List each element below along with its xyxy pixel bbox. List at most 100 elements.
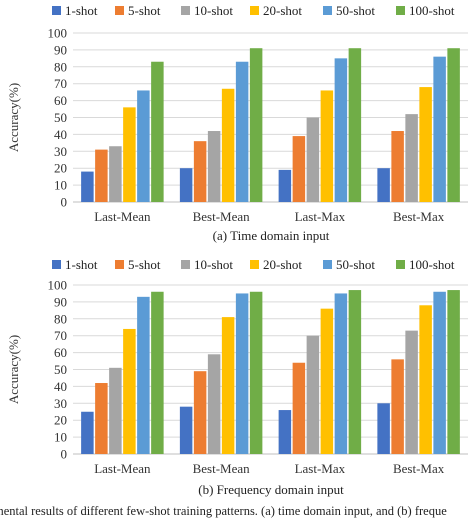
y-tick-label: 30 (54, 144, 67, 159)
bar-10-shot-last-mean (109, 146, 122, 202)
y-tick-label: 100 (48, 26, 68, 41)
bar-1-shot-last-mean (81, 171, 94, 202)
x-tick-label: Best-Mean (193, 209, 251, 224)
bar-50-shot-best-max (433, 56, 446, 202)
bar-20-shot-best-mean (221, 88, 235, 202)
x-tick-label: Best-Mean (193, 461, 251, 476)
bar-10-shot-last-max (306, 335, 320, 454)
y-tick-label: 40 (54, 127, 67, 142)
x-tick-label: Last-Max (295, 209, 346, 224)
legend-swatch (323, 6, 332, 15)
bar-5-shot-last-mean (95, 149, 108, 202)
bar-100-shot-best-mean (249, 291, 263, 454)
x-tick-label: Last-Max (295, 461, 346, 476)
bar-20-shot-best-max (419, 87, 432, 202)
legend-swatch (115, 6, 124, 15)
bar-10-shot-last-max (306, 117, 320, 202)
y-tick-label: 50 (54, 362, 67, 377)
bar-50-shot-last-mean (137, 90, 150, 202)
bar-10-shot-best-max (405, 114, 418, 202)
y-tick-label: 90 (54, 294, 67, 309)
legend-label: 100-shot (409, 3, 455, 18)
bar-50-shot-best-mean (235, 61, 249, 203)
legend-swatch (396, 260, 405, 269)
bar-5-shot-best-mean (193, 371, 207, 454)
legend-label: 1-shot (65, 3, 98, 18)
bar-50-shot-best-max (433, 291, 446, 454)
legend-label: 50-shot (336, 3, 375, 18)
bar-1-shot-last-max (278, 169, 292, 202)
legend-swatch (396, 6, 405, 15)
legend-swatch (115, 260, 124, 269)
bar-50-shot-last-mean (137, 296, 150, 454)
legend-label: 1-shot (65, 257, 98, 272)
bar-100-shot-last-max (348, 48, 362, 203)
x-tick-label: Best-Max (393, 209, 445, 224)
y-tick-label: 0 (61, 447, 68, 462)
bar-20-shot-last-max (320, 308, 334, 454)
bar-5-shot-best-max (391, 359, 404, 454)
legend-label: 100-shot (409, 257, 455, 272)
y-tick-label: 60 (54, 93, 67, 108)
panel-caption: (b) Frequency domain input (198, 482, 344, 497)
legend-label: 5-shot (128, 257, 161, 272)
bar-1-shot-last-max (278, 410, 292, 454)
bar-10-shot-best-mean (207, 354, 221, 454)
y-tick-label: 10 (54, 178, 67, 193)
legend-swatch (181, 260, 190, 269)
bar-20-shot-last-max (320, 90, 334, 202)
bar-1-shot-last-mean (81, 411, 94, 454)
legend-swatch (250, 6, 259, 15)
panel-caption: (a) Time domain input (213, 228, 330, 243)
bar-100-shot-last-max (348, 290, 362, 454)
legend-swatch (52, 6, 61, 15)
bar-100-shot-best-max (447, 48, 460, 203)
bar-5-shot-last-max (292, 136, 306, 202)
x-tick-label: Last-Mean (94, 461, 151, 476)
bar-20-shot-best-mean (221, 317, 235, 454)
bar-5-shot-last-max (292, 362, 306, 454)
bar-5-shot-best-max (391, 131, 404, 202)
bar-20-shot-last-mean (123, 328, 136, 454)
bar-20-shot-best-max (419, 305, 432, 454)
legend-label: 5-shot (128, 3, 161, 18)
bar-100-shot-last-mean (151, 61, 164, 203)
bar-50-shot-last-max (334, 58, 348, 202)
y-tick-label: 50 (54, 110, 67, 125)
bar-50-shot-last-max (334, 293, 348, 454)
bar-1-shot-best-max (377, 168, 390, 202)
y-tick-label: 30 (54, 396, 67, 411)
y-tick-label: 60 (54, 345, 67, 360)
x-tick-label: Last-Mean (94, 209, 151, 224)
y-axis-label: Accuracy(%) (6, 83, 21, 152)
figure-caption: mental results of different few-shot tra… (0, 504, 447, 518)
y-tick-label: 80 (54, 311, 67, 326)
legend-swatch (52, 260, 61, 269)
legend-swatch (181, 6, 190, 15)
legend-label: 20-shot (263, 3, 302, 18)
y-tick-label: 10 (54, 430, 67, 445)
x-tick-label: Best-Max (393, 461, 445, 476)
bar-10-shot-last-mean (109, 367, 122, 454)
bar-5-shot-best-mean (193, 141, 207, 202)
bar-50-shot-best-mean (235, 293, 249, 454)
bar-1-shot-best-mean (179, 168, 193, 202)
legend-label: 20-shot (263, 257, 302, 272)
bar-20-shot-last-mean (123, 107, 136, 202)
legend-swatch (323, 260, 332, 269)
legend-swatch (250, 260, 259, 269)
y-tick-label: 70 (54, 76, 67, 91)
bar-1-shot-best-mean (179, 406, 193, 454)
y-tick-label: 80 (54, 59, 67, 74)
bar-10-shot-best-mean (207, 131, 221, 202)
bar-100-shot-best-mean (249, 48, 263, 203)
bar-5-shot-last-mean (95, 383, 108, 454)
legend-label: 10-shot (194, 257, 233, 272)
bar-10-shot-best-max (405, 330, 418, 454)
legend-label: 10-shot (194, 3, 233, 18)
y-tick-label: 90 (54, 42, 67, 57)
legend-label: 50-shot (336, 257, 375, 272)
y-tick-label: 20 (54, 413, 67, 428)
